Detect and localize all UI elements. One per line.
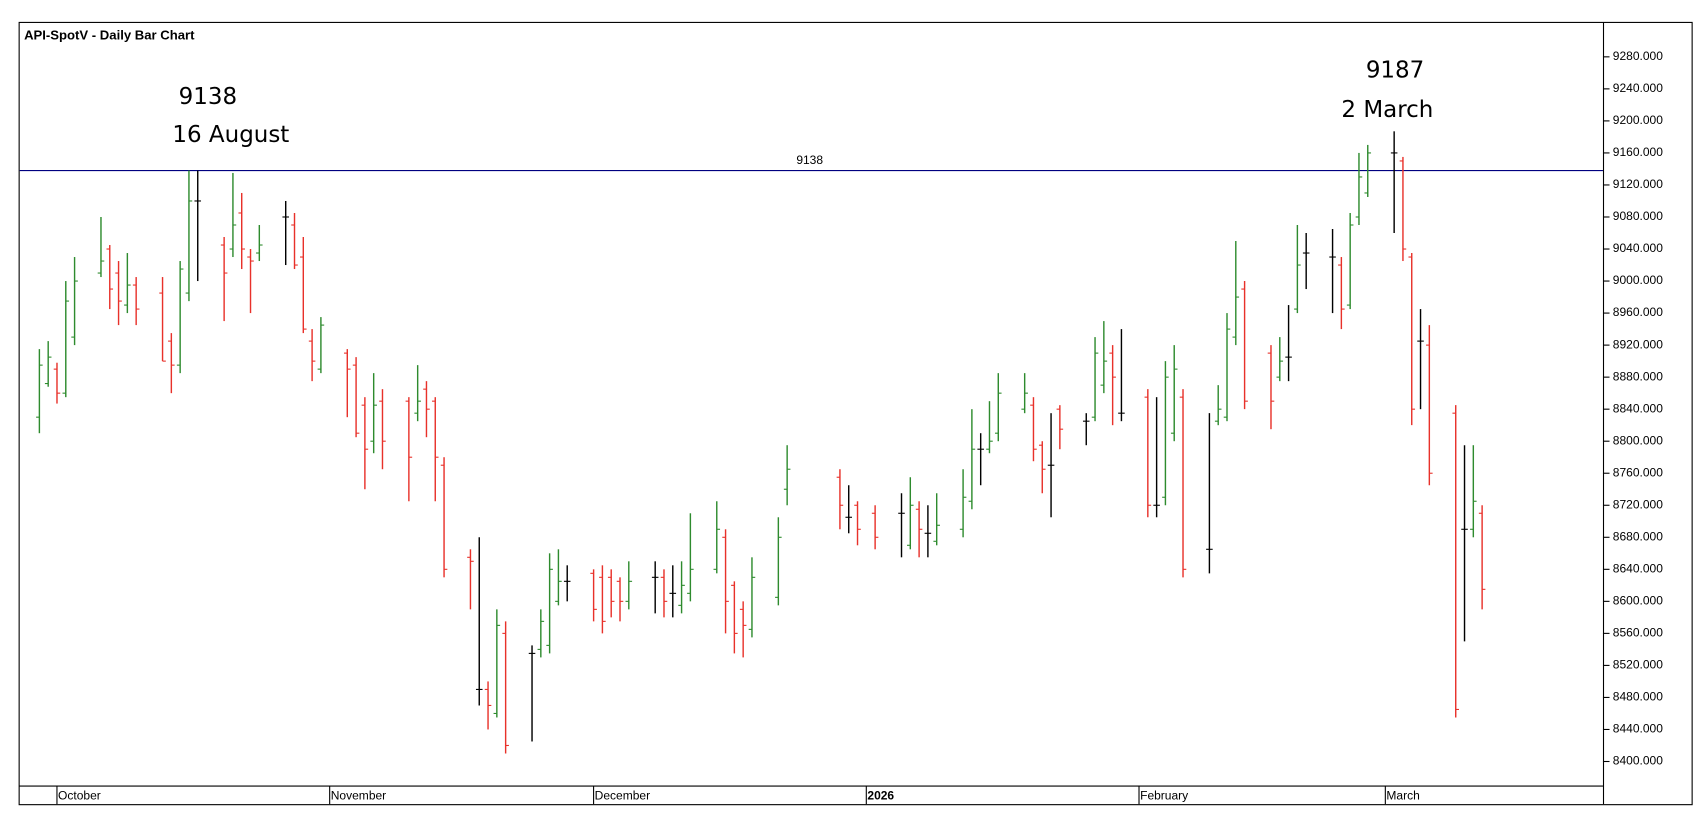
y-tick-label: 9160.000 bbox=[1613, 145, 1663, 159]
annotation: 9138 bbox=[179, 84, 237, 110]
y-tick-label: 9040.000 bbox=[1613, 241, 1663, 255]
chart-title: API-SpotV - Daily Bar Chart bbox=[24, 27, 195, 42]
y-tick-label: 8800.000 bbox=[1613, 433, 1663, 447]
y-tick-label: 9000.000 bbox=[1613, 273, 1663, 287]
y-tick-label: 8480.000 bbox=[1613, 690, 1663, 704]
y-tick-label: 9120.000 bbox=[1613, 177, 1663, 191]
y-tick-label: 8600.000 bbox=[1613, 594, 1663, 608]
reference-label: 9138 bbox=[796, 153, 823, 167]
x-tick-label: 2026 bbox=[867, 789, 894, 803]
x-tick-label: November bbox=[331, 789, 386, 803]
annotation: 16 August bbox=[172, 122, 289, 148]
y-tick-label: 8880.000 bbox=[1613, 369, 1663, 383]
y-tick-label: 8840.000 bbox=[1613, 401, 1663, 415]
y-tick-label: 8640.000 bbox=[1613, 561, 1663, 575]
x-tick-label: March bbox=[1386, 789, 1419, 803]
annotation: 9187 bbox=[1366, 58, 1424, 84]
x-tick-label: December bbox=[595, 789, 650, 803]
y-tick-label: 8520.000 bbox=[1613, 658, 1663, 672]
y-tick-label: 8920.000 bbox=[1613, 337, 1663, 351]
y-tick-label: 8720.000 bbox=[1613, 497, 1663, 511]
y-tick-label: 9200.000 bbox=[1613, 113, 1663, 127]
y-tick-label: 8560.000 bbox=[1613, 626, 1663, 640]
y-tick-label: 9080.000 bbox=[1613, 209, 1663, 223]
x-tick-label: October bbox=[58, 789, 101, 803]
y-tick-label: 8400.000 bbox=[1613, 754, 1663, 768]
y-tick-label: 8680.000 bbox=[1613, 529, 1663, 543]
y-tick-label: 8760.000 bbox=[1613, 465, 1663, 479]
y-tick-label: 8960.000 bbox=[1613, 305, 1663, 319]
x-tick-label: February bbox=[1140, 789, 1188, 803]
y-tick-label: 9240.000 bbox=[1613, 81, 1663, 95]
annotation: 2 March bbox=[1341, 97, 1433, 123]
y-tick-label: 9280.000 bbox=[1613, 49, 1663, 63]
y-tick-label: 8440.000 bbox=[1613, 722, 1663, 736]
chart-frame bbox=[18, 21, 1693, 806]
